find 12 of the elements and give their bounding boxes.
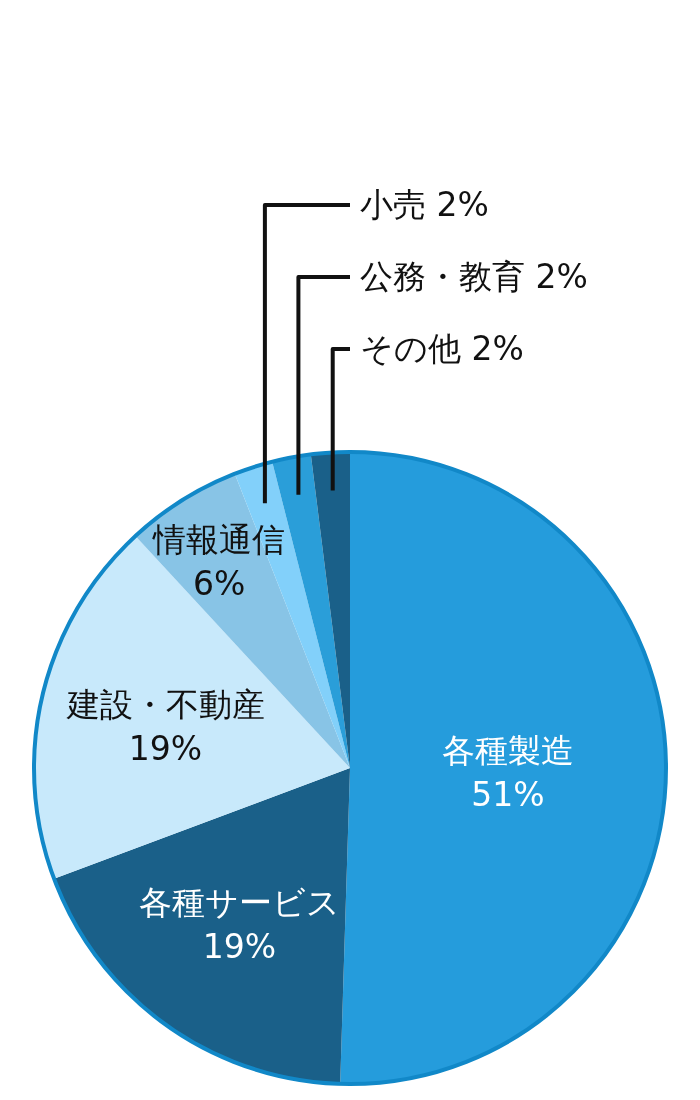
slice-label: 小売 2% [360,185,489,224]
slice-label: 情報通信 [152,520,286,560]
slice-label: 各種サービス [139,883,341,923]
slice-label: 公務・教育 2% [360,257,588,296]
data-label: 51% [471,775,545,815]
slice-label: その他 2% [360,329,524,368]
data-label: 19% [128,729,203,769]
slice-label: 各種製造 [441,731,574,771]
pie-slice [54,768,350,1084]
slice-label: 建設・不動産 [65,685,265,725]
data-label: 19% [202,927,277,967]
data-label: 6% [192,564,246,604]
